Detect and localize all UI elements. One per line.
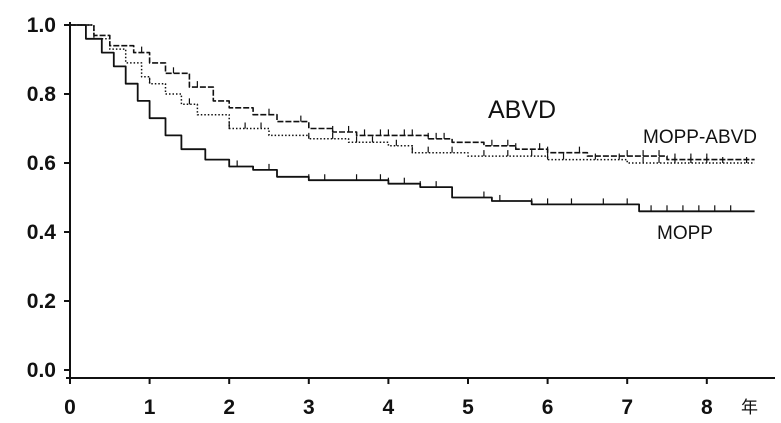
labels: 年 ABVD MOPP-ABVD MOPP: [488, 96, 758, 418]
x-tick-label: 0: [64, 396, 76, 419]
x-tick-label: 3: [303, 396, 315, 419]
y-tick-label: 1.0: [27, 14, 56, 37]
x-unit-label: 年: [741, 398, 758, 418]
axes: 0.0 0.2 0.4 0.6 0.8 1.0 0 1 2 3 4 5 6 7 8: [27, 14, 775, 419]
series-line-mopp: [70, 24, 755, 213]
x-tick-label: 8: [701, 396, 713, 419]
x-tick-label: 2: [223, 396, 235, 419]
x-tick-label: 4: [383, 396, 395, 419]
series-label-abvd: ABVD: [488, 96, 556, 124]
curves: [70, 24, 755, 213]
x-tick-label: 1: [144, 396, 156, 419]
y-tick-label: 0.2: [27, 290, 56, 313]
y-tick-label: 0.4: [27, 221, 57, 244]
series-label-mopp-abvd: MOPP-ABVD: [643, 127, 757, 148]
y-tick-label: 0.8: [27, 83, 57, 106]
x-tick-label: 7: [621, 396, 633, 419]
series-label-mopp: MOPP: [657, 223, 713, 244]
y-tick-label: 0.0: [27, 359, 56, 382]
x-tick-label: 5: [462, 396, 474, 419]
x-tick-label: 6: [542, 396, 554, 419]
y-tick-label: 0.6: [27, 152, 56, 175]
censor-marks: [141, 46, 748, 212]
